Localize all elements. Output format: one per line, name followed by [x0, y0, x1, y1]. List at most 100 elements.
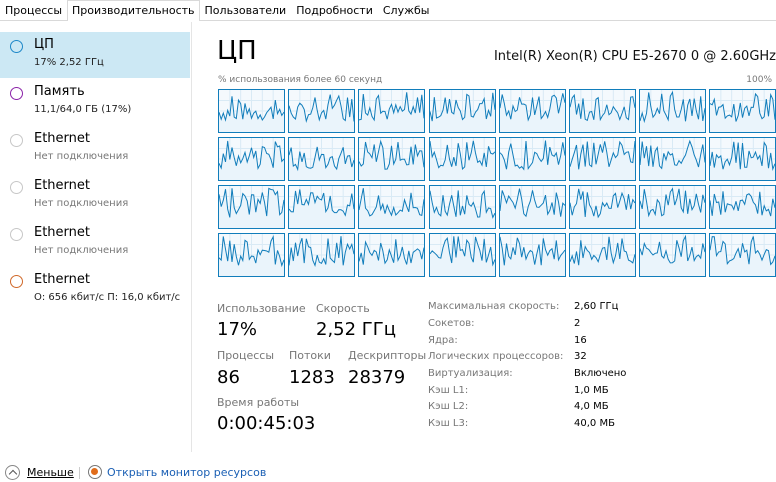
resource-title: Ethernet [34, 225, 90, 240]
resource-title: Ethernet [34, 131, 90, 146]
spec-value: 1,0 МБ [574, 385, 609, 396]
spec-key: Кэш L3: [428, 418, 469, 429]
resource-subtitle: О: 656 кбит/с П: 16,0 кбит/с [34, 292, 181, 303]
spec-key: Ядра: [428, 335, 458, 346]
logical-processor-graph [218, 137, 285, 181]
uptime-label: Время работы [217, 396, 300, 409]
logical-processor-graph [709, 185, 776, 229]
logical-processor-graph [288, 137, 356, 181]
uptime-value: 0:00:45:03 [217, 413, 316, 434]
logical-processor-graph [428, 233, 496, 277]
logical-processor-graph [288, 233, 356, 277]
spec-key: Максимальная скорость: [428, 301, 560, 312]
spec-row: Кэш L1: 1,0 МБ [428, 385, 768, 401]
resource-subtitle: Нет подключения [34, 245, 129, 256]
spec-key: Кэш L1: [428, 385, 469, 396]
resource-title: Память [34, 84, 85, 99]
logical-processor-graph [498, 89, 566, 133]
ethernet-circle-icon [10, 275, 23, 288]
page-title: ЦП [217, 36, 257, 66]
resource-item-ethernet-4[interactable]: Ethernet О: 656 кбит/с П: 16,0 кбит/с [0, 267, 190, 313]
logical-processor-graph [639, 185, 707, 229]
utilization-graph-label: % использования более 60 секунд [218, 75, 383, 85]
tab-users[interactable]: Пользователи [204, 4, 287, 17]
resource-subtitle: 17% 2,52 ГГц [34, 57, 104, 68]
logical-processor-graph [358, 233, 426, 277]
logical-processor-graph [709, 89, 776, 133]
spec-row: Кэш L3: 40,0 МБ [428, 418, 768, 434]
resource-item-cpu[interactable]: ЦП 17% 2,52 ГГц [0, 32, 190, 78]
usage-value: 17% [217, 319, 258, 340]
logical-processor-graph [218, 185, 285, 229]
tab-bar: Процессы Производительность Пользователи… [0, 0, 776, 21]
tab-services[interactable]: Службы [382, 4, 430, 17]
open-resource-monitor-link[interactable]: Открыть монитор ресурсов [107, 466, 267, 479]
tab-performance[interactable]: Производительность [67, 0, 200, 21]
spec-value: 40,0 МБ [574, 418, 615, 429]
processes-label: Процессы [217, 349, 275, 362]
handles-label: Дескрипторы [348, 349, 427, 362]
cpu-model-name: Intel(R) Xeon(R) CPU E5-2670 0 @ 2.60GHz [493, 49, 776, 64]
spec-key: Виртуализация: [428, 368, 513, 379]
ethernet-circle-icon [10, 181, 23, 194]
spec-value: 4,0 МБ [574, 401, 609, 412]
logical-processor-graph [498, 233, 566, 277]
tab-details[interactable]: Подробности [296, 4, 373, 17]
logical-processor-graph [498, 185, 566, 229]
memory-circle-icon [10, 87, 23, 100]
resource-item-ethernet-1[interactable]: Ethernet Нет подключения [0, 126, 190, 172]
spec-row: Сокетов: 2 [428, 318, 768, 334]
footer: Меньше Открыть монитор ресурсов [0, 462, 776, 482]
spec-value: 16 [574, 335, 587, 346]
resource-title: Ethernet [34, 178, 90, 193]
utilization-max-label: 100% [746, 75, 772, 85]
speed-value: 2,52 ГГц [316, 319, 397, 340]
spec-key: Кэш L2: [428, 401, 469, 412]
fewer-details-link[interactable]: Меньше [27, 466, 74, 479]
ethernet-circle-icon [10, 228, 23, 241]
cpu-circle-icon [10, 40, 23, 53]
ethernet-circle-icon [10, 134, 23, 147]
resource-subtitle: Нет подключения [34, 151, 129, 162]
logical-processor-graph [218, 89, 285, 133]
spec-key: Сокетов: [428, 318, 475, 329]
resource-title: Ethernet [34, 272, 90, 287]
resource-subtitle: Нет подключения [34, 198, 129, 209]
chevron-up-circle-icon[interactable] [5, 465, 20, 480]
logical-processor-graph [639, 89, 707, 133]
logical-processor-graph [428, 137, 496, 181]
logical-processor-graph [428, 89, 496, 133]
logical-processor-graph [709, 233, 776, 277]
logical-processor-graph [358, 89, 426, 133]
handles-value: 28379 [348, 367, 406, 388]
logical-processor-graphs[interactable] [218, 89, 776, 279]
spec-row: Логических процессоров: 32 [428, 351, 768, 367]
spec-value: 32 [574, 351, 587, 362]
spec-value: 2 [574, 318, 581, 329]
resource-item-ethernet-3[interactable]: Ethernet Нет подключения [0, 220, 190, 266]
spec-row: Виртуализация: Включено [428, 368, 768, 384]
logical-processor-graph [639, 233, 707, 277]
resource-monitor-icon[interactable] [88, 465, 102, 479]
tab-processes[interactable]: Процессы [5, 4, 63, 17]
logical-processor-graph [709, 137, 776, 181]
logical-processor-graph [428, 185, 496, 229]
resource-title: ЦП [34, 37, 54, 52]
logical-processor-graph [569, 233, 636, 277]
resource-item-ethernet-2[interactable]: Ethernet Нет подключения [0, 173, 190, 219]
resource-item-memory[interactable]: Память 11,1/64,0 ГБ (17%) [0, 79, 190, 125]
spec-row: Кэш L2: 4,0 МБ [428, 401, 768, 417]
resource-subtitle: 11,1/64,0 ГБ (17%) [34, 104, 132, 115]
spec-value: 2,60 ГГц [574, 301, 619, 312]
logical-processor-graph [639, 137, 707, 181]
processes-value: 86 [217, 367, 240, 388]
logical-processor-graph [358, 137, 426, 181]
logical-processor-graph [218, 233, 285, 277]
threads-value: 1283 [289, 367, 335, 388]
footer-divider [79, 467, 80, 479]
logical-processor-graph [288, 89, 356, 133]
logical-processor-graph [569, 137, 636, 181]
logical-processor-graph [569, 89, 636, 133]
usage-label: Использование [217, 302, 306, 315]
speed-label: Скорость [316, 302, 370, 315]
